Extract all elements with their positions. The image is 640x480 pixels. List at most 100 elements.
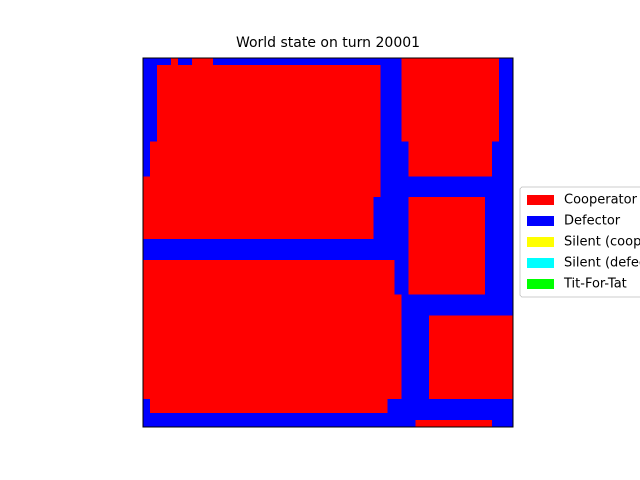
cell [143,197,151,205]
cell [310,252,319,261]
cell [282,315,291,324]
cell [226,64,235,73]
cell [485,58,493,66]
cell [471,92,479,101]
cell [240,245,249,254]
cell [170,176,179,184]
cell [163,113,172,122]
cell [422,162,430,170]
cell [415,113,423,122]
cell [268,420,277,428]
cell [394,315,402,324]
cell [492,294,500,303]
cell [429,232,437,240]
cell [492,357,500,365]
cell [219,259,228,268]
cell [366,343,374,351]
cell [275,78,284,87]
cell [373,413,381,421]
cell [143,85,151,94]
cell [443,378,451,386]
cell [177,211,186,219]
cell [401,357,409,365]
cell [296,399,305,407]
cell [331,141,339,150]
cell [191,364,200,372]
cell [478,378,486,386]
cell [471,183,479,191]
cell [282,322,291,331]
cell [471,197,479,205]
cell [170,392,179,400]
cell [240,113,249,122]
cell [275,287,284,296]
cell [506,99,514,108]
cell [485,113,493,122]
cell [296,239,305,247]
cell [366,58,374,66]
cell [219,364,228,372]
cell [415,64,423,73]
cell [205,127,214,136]
cell [170,371,179,379]
cell [450,378,458,386]
cell [303,273,312,282]
cell [492,343,500,351]
cell [191,399,200,407]
cell [429,225,437,233]
cell [408,357,416,365]
cell [373,127,381,136]
cell [338,148,346,156]
cell [261,287,270,296]
cell [387,99,395,108]
cell [499,287,507,296]
cell [191,64,200,73]
cell [380,197,388,205]
cell [506,225,514,233]
cell [485,232,493,240]
cell [170,301,179,310]
cell [268,92,277,101]
cell [296,141,305,150]
cell [247,287,256,296]
cell [212,127,221,136]
cell [478,232,486,240]
cell [443,141,451,150]
cell [324,183,332,191]
cell [387,294,395,303]
cell [219,232,228,240]
cell [143,106,151,115]
cell [415,169,423,177]
cell [156,413,165,421]
cell [422,315,430,324]
cell [478,127,486,136]
cell [429,211,437,219]
cell [387,85,395,94]
cell [191,322,200,331]
cell [191,259,200,268]
cell [359,315,367,324]
cell [373,406,381,414]
cell [275,357,284,365]
cell [191,413,200,421]
cell [205,252,214,261]
cell [303,308,312,317]
cell [198,315,207,324]
cell [450,266,458,275]
cell [289,259,298,268]
cell [156,183,165,191]
cell [387,413,395,421]
cell [387,259,395,268]
cell [436,204,444,212]
cell [261,406,270,414]
cell [254,357,263,365]
cell [254,190,263,198]
cell [331,413,339,421]
cell [401,336,409,344]
cell [457,99,465,108]
cell [212,71,221,80]
cell [261,413,270,421]
cell [345,287,353,296]
cell [471,420,479,428]
cell [198,113,207,122]
